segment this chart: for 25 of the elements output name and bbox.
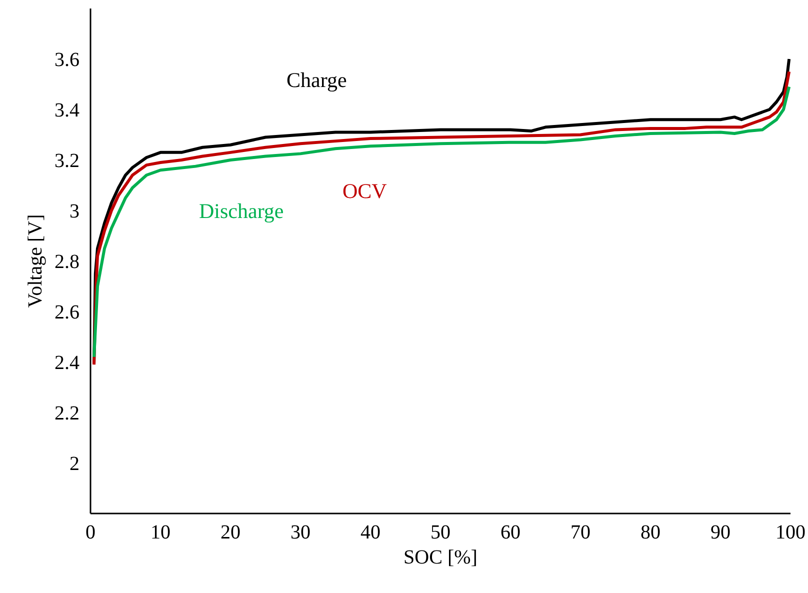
series-label: Discharge <box>199 199 284 224</box>
y-tick-label: 3.4 <box>54 100 80 122</box>
y-tick-label: 3.6 <box>54 49 80 71</box>
x-tick-label: 70 <box>570 522 590 544</box>
x-tick-label: 40 <box>360 522 380 544</box>
series-label: Charge <box>286 68 347 92</box>
x-tick-label: 20 <box>220 522 240 544</box>
y-tick-label: 3.2 <box>54 150 80 172</box>
y-tick-label: 2.4 <box>54 352 80 374</box>
x-tick-label: 90 <box>710 522 730 544</box>
x-axis-title: SOC [%] <box>404 546 478 568</box>
y-tick-label: 3 <box>70 200 80 222</box>
y-tick-label: 2.6 <box>54 302 80 324</box>
x-tick-label: 60 <box>500 522 520 544</box>
x-tick-label: 100 <box>776 522 806 544</box>
y-tick-label: 2.2 <box>54 402 80 424</box>
series-label: OCV <box>342 178 387 203</box>
x-tick-label: 50 <box>430 522 450 544</box>
x-tick-label: 30 <box>290 522 310 544</box>
y-axis-title: Voltage [V] <box>24 214 46 308</box>
y-tick-label: 2 <box>70 453 80 475</box>
y-tick-label: 2.8 <box>54 251 80 273</box>
x-tick-label: 0 <box>86 522 96 544</box>
x-tick-label: 10 <box>150 522 170 544</box>
x-tick-label: 80 <box>640 522 660 544</box>
